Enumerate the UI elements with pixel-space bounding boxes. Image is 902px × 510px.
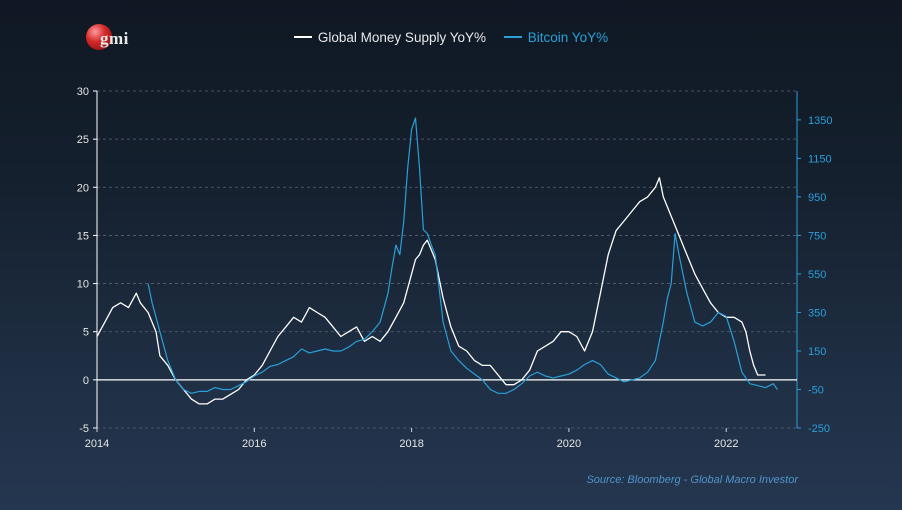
left-tick-label: 15 xyxy=(77,230,89,242)
right-tick-label: 150 xyxy=(808,346,826,358)
series-line-money-supply xyxy=(96,177,766,405)
right-tick-label: 1150 xyxy=(808,153,832,165)
source-note: Source: Bloomberg - Global Macro Investo… xyxy=(586,474,798,486)
legend-item-money: Global Money Supply YoY% xyxy=(293,29,487,45)
x-tick-label: 2014 xyxy=(85,438,109,450)
right-tick-label: -250 xyxy=(808,423,830,435)
x-tick-label: 2016 xyxy=(242,438,266,450)
right-tick-label: 950 xyxy=(808,192,826,204)
logo-text: gmi xyxy=(100,29,129,48)
legend-swatch-money xyxy=(293,36,312,38)
right-tick-label: 350 xyxy=(808,307,826,319)
gmi-logo: gmi xyxy=(86,24,156,56)
right-tick-label: 750 xyxy=(808,230,826,242)
x-tick-label: 2022 xyxy=(714,438,738,450)
legend-item-bitcoin: Bitcoin YoY% xyxy=(503,29,609,45)
left-tick-label: -5 xyxy=(79,423,89,435)
legend: Global Money Supply YoY% Bitcoin YoY% xyxy=(0,26,902,45)
left-tick-label: 25 xyxy=(77,134,89,146)
logo-sphere-icon xyxy=(86,24,112,50)
series-line-bitcoin xyxy=(147,117,778,394)
x-tick-label: 2018 xyxy=(399,438,423,450)
left-tick-label: 20 xyxy=(77,182,89,194)
legend-label-bitcoin: Bitcoin YoY% xyxy=(527,29,609,45)
right-tick-label: 1350 xyxy=(808,115,832,127)
right-tick-label: 550 xyxy=(808,269,826,281)
left-tick-label: 30 xyxy=(77,86,89,98)
right-tick-label: -50 xyxy=(808,384,824,396)
x-tick-label: 2020 xyxy=(557,438,581,450)
left-tick-label: 0 xyxy=(83,375,89,387)
left-tick-label: 10 xyxy=(77,279,89,291)
legend-label-money: Global Money Supply YoY% xyxy=(317,29,487,45)
left-tick-label: 5 xyxy=(83,327,89,339)
legend-swatch-bitcoin xyxy=(503,36,522,38)
